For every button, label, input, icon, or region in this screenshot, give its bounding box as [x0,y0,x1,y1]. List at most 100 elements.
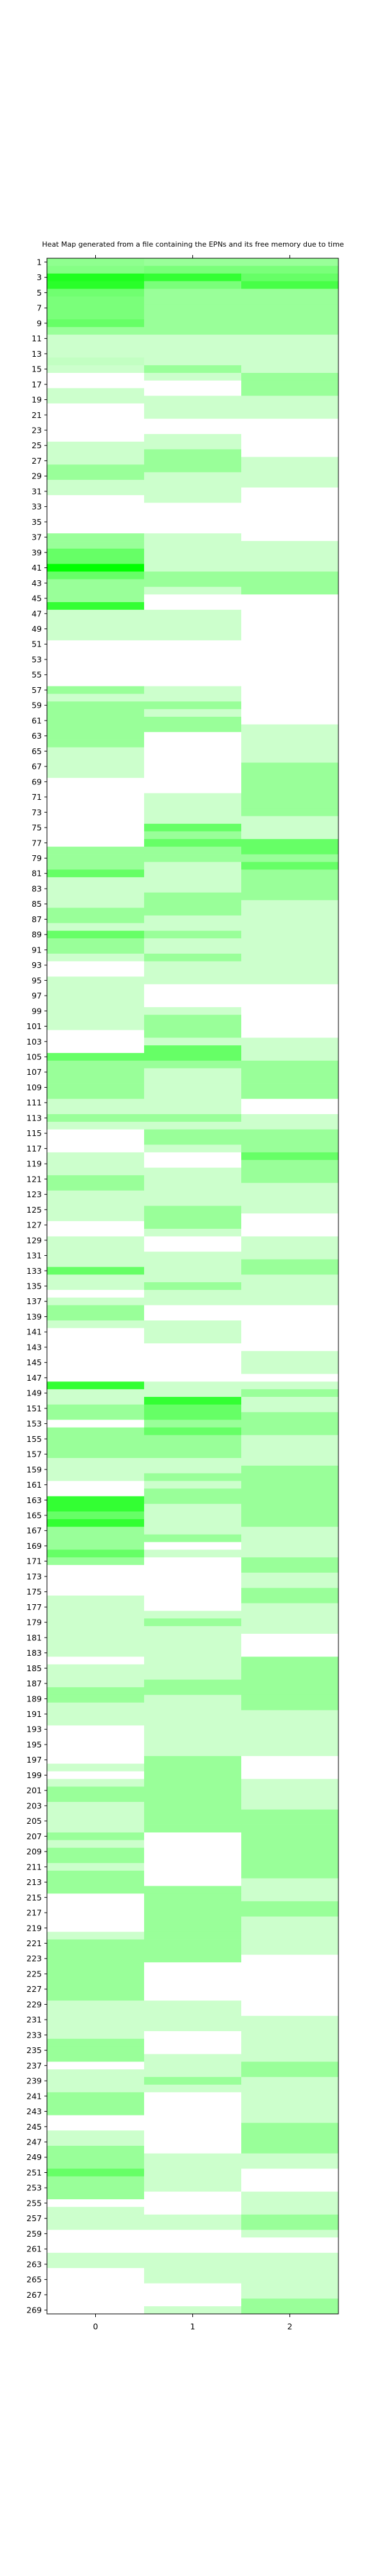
heatmap-cell [47,1878,145,1886]
heatmap-cell [47,1374,145,1382]
y-tick-label: 45 [32,594,42,603]
heatmap-cell [144,1358,242,1367]
heatmap-cell [144,1274,242,1283]
heatmap-cell [144,1091,242,1099]
heatmap-cell [241,1473,339,1481]
heatmap-cell [144,1947,242,1955]
heatmap-cell [47,1206,145,1214]
heatmap-cell [144,2145,242,2154]
heatmap-cell [47,1862,145,1871]
heatmap-cell [144,1152,242,1160]
heatmap-cell [241,548,339,557]
heatmap-cell [241,395,339,404]
heatmap-cell [144,1350,242,1359]
heatmap-cell [144,1251,242,1260]
heatmap-cell [144,480,242,488]
y-tick-label: 131 [26,1251,42,1260]
heatmap-cell [47,1794,145,1803]
heatmap-cell [47,1397,145,1405]
heatmap-cell [241,1075,339,1084]
heatmap-cell [47,2023,145,2032]
heatmap-cell [47,502,145,511]
heatmap-cell [241,1893,339,1902]
heatmap-cell [144,862,242,870]
heatmap-cell [144,1374,242,1382]
heatmap-cell [47,1060,145,1069]
y-tick-label: 19 [32,395,42,404]
heatmap-cell [241,1389,339,1397]
heatmap-cell [241,411,339,419]
heatmap-cell [144,1733,242,1741]
heatmap-cell [241,1496,339,1504]
heatmap-cell [144,999,242,1008]
heatmap-cell [47,1075,145,1084]
heatmap-cell [144,518,242,526]
heatmap-cell [47,2054,145,2062]
heatmap-cell [47,747,145,755]
heatmap-cell [144,548,242,557]
y-tick-label: 135 [26,1282,42,1291]
y-tick-label: 41 [32,563,42,573]
heatmap-cell [241,601,339,611]
heatmap-cell [47,862,145,870]
y-tick-label: 83 [32,884,42,893]
heatmap-cell [241,892,339,901]
heatmap-cell [241,1603,339,1611]
heatmap-cell [241,1412,339,1421]
heatmap-cell [241,2054,339,2062]
heatmap-cell [47,1526,145,1535]
heatmap-cell [241,2085,339,2093]
heatmap-cell [144,273,242,281]
heatmap-cell [144,640,242,649]
heatmap-cell [144,1282,242,1291]
heatmap-cell [144,1748,242,1757]
heatmap-cell [47,885,145,893]
heatmap-cell [47,1450,145,1459]
y-tick-label: 153 [26,1419,42,1428]
y-tick-label: 99 [32,1006,42,1016]
heatmap-cell [144,1611,242,1619]
heatmap-cell [144,1014,242,1023]
heatmap-cell [144,701,242,710]
heatmap-cell [241,1229,339,1237]
heatmap-cell [241,755,339,763]
heatmap-cell [47,1955,145,1963]
y-tick-label: 93 [32,960,42,970]
heatmap-cell [241,1168,339,1176]
heatmap-cell [241,510,339,518]
heatmap-cell [144,1702,242,1710]
heatmap-cell [144,938,242,947]
y-tick-label: 119 [26,1159,42,1169]
heatmap-cell [47,1549,145,1558]
heatmap-cell [241,1289,339,1298]
heatmap-cell [47,831,145,840]
heatmap-cell [144,1289,242,1298]
heatmap-cell [241,1572,339,1581]
y-tick-label: 13 [32,349,42,359]
heatmap-cell [47,678,145,687]
heatmap-cell [241,1924,339,1933]
heatmap-cell [241,2306,339,2315]
heatmap-cell [47,2298,145,2307]
heatmap-cell [144,732,242,740]
heatmap-cell [144,2077,242,2085]
heatmap-cell [144,510,242,518]
y-tick-label: 29 [32,471,42,481]
heatmap-cell [144,419,242,427]
y-tick-label: 159 [26,1464,42,1474]
heatmap-cell [241,1481,339,1489]
y-tick-label: 225 [26,1969,42,1978]
y-tick-label: 43 [32,578,42,588]
heatmap-cell [47,1030,145,1038]
heatmap-cell [47,1572,145,1581]
heatmap-cell [241,2214,339,2223]
heatmap-cell [241,1190,339,1198]
heatmap-cell [47,564,145,572]
heatmap-cell [144,1909,242,1917]
heatmap-cell [241,449,339,457]
y-tick-label: 87 [32,914,42,924]
heatmap-cell [144,1633,242,1642]
heatmap-cell [241,1909,339,1917]
heatmap-cell [241,472,339,480]
heatmap-cell [47,1504,145,1512]
